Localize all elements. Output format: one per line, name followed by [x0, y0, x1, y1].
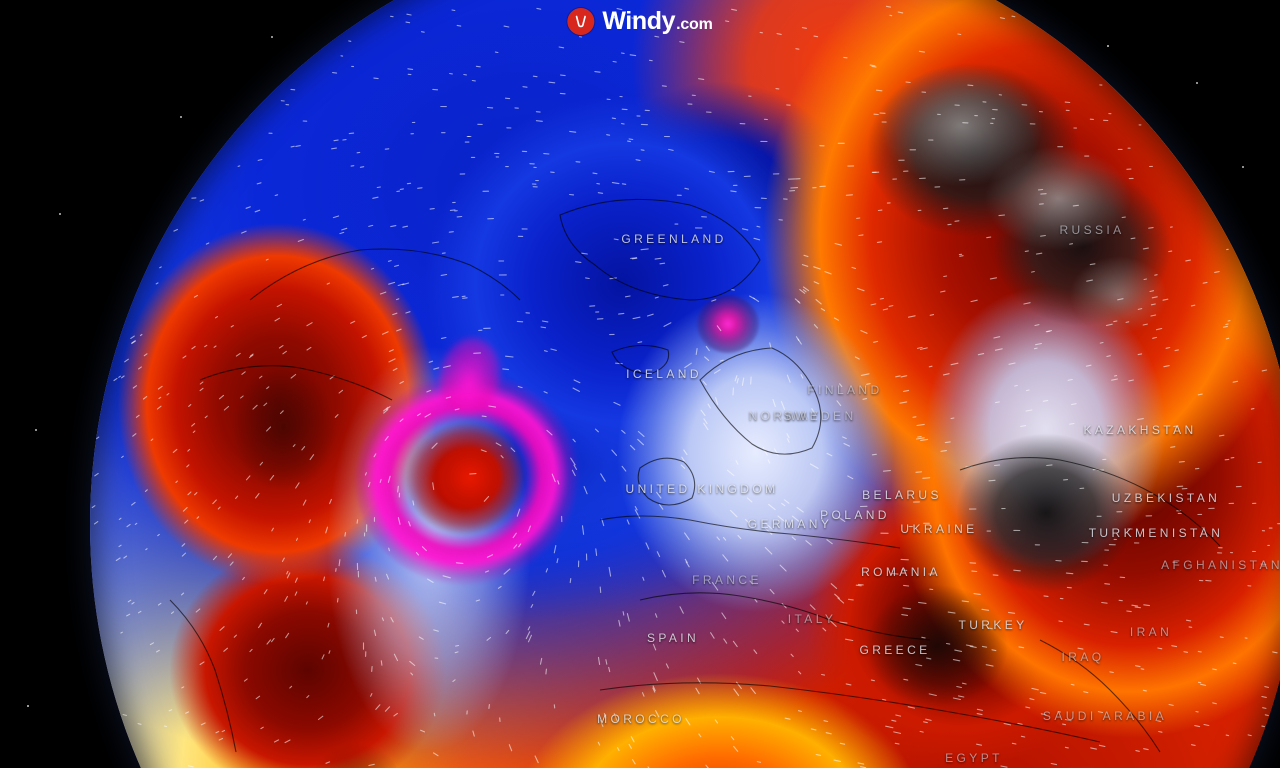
windy-logo[interactable]: Windy .com: [559, 6, 720, 37]
globe-limb-shading: [90, 0, 1280, 768]
star: [59, 213, 61, 215]
star: [27, 705, 29, 707]
windy-logo-icon: [567, 8, 595, 35]
storm-norwegian-sea-vortex: [697, 295, 759, 353]
storm-eye: [432, 441, 508, 514]
brand-tld: .com: [676, 16, 713, 33]
brand-name: Windy: [602, 7, 676, 35]
earth-globe[interactable]: [90, 0, 1280, 768]
star: [35, 429, 37, 431]
